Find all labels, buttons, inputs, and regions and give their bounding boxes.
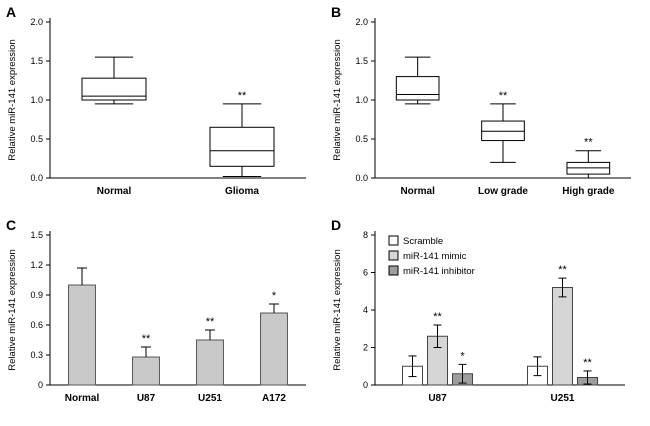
x-category-label: Low grade <box>478 186 528 197</box>
y-tick-label: 0 <box>363 380 368 390</box>
legend-swatch <box>388 235 399 246</box>
significance-annotation: ** <box>206 316 215 328</box>
panel-label-c: C <box>6 217 17 233</box>
x-category-label: U87 <box>137 393 156 404</box>
x-category-label: High grade <box>562 186 615 197</box>
legend-swatch <box>388 265 399 276</box>
y-axis-title: Relative miR-141 expression <box>7 249 18 370</box>
bar <box>68 284 96 386</box>
x-category-label: Normal <box>65 393 100 404</box>
y-tick-label: 2.0 <box>30 17 43 27</box>
legend-label: Scramble <box>403 236 443 247</box>
legend-label: miR-141 inhibitor <box>403 266 475 277</box>
panel-b: B 0.0 0.5 1.0 1.5 2.0 Relative miR-141 expres… <box>325 0 650 213</box>
bar-mir-141-mimic <box>552 287 573 386</box>
box <box>209 126 275 167</box>
x-category-label: U251 <box>198 393 222 404</box>
bar <box>132 356 160 386</box>
y-tick-label: 1.5 <box>30 56 43 66</box>
y-tick-label: 0.3 <box>30 350 43 360</box>
y-tick-label: 1.0 <box>355 95 368 105</box>
legend-swatch <box>388 250 399 261</box>
panel-label-a: A <box>6 4 17 20</box>
y-tick-label: 8 <box>363 230 368 240</box>
x-category-label: A172 <box>262 393 286 404</box>
y-tick-label: 0.9 <box>30 290 43 300</box>
x-category-label: Glioma <box>225 186 259 197</box>
significance-annotation: ** <box>433 311 442 323</box>
y-tick-label: 0.0 <box>30 173 43 183</box>
boxplot-grades: 0.0 0.5 1.0 1.5 2.0 Relative miR-141 expressi… <box>332 17 631 197</box>
box <box>395 76 440 101</box>
y-tick-label: 2 <box>363 343 368 353</box>
y-tick-label: 4 <box>363 305 368 315</box>
significance-annotation: ** <box>583 357 592 369</box>
panel-a: A 0.0 0.5 1.0 1.5 2.0 Relative miR-141 expres… <box>0 0 325 213</box>
legend-label: miR-141 mimic <box>403 251 467 262</box>
panel-c: C 0 0.3 0.6 0.9 1.2 1.5 Relative miR-141 expre… <box>0 213 325 426</box>
bar <box>196 339 224 386</box>
significance-annotation: ** <box>142 333 151 345</box>
y-tick-label: 6 <box>363 268 368 278</box>
x-category-label: U251 <box>551 393 575 404</box>
significance-annotation: ** <box>584 137 593 149</box>
y-axis-title: Relative miR-141 expression <box>7 39 18 160</box>
y-axis-title: Relative miR-141 expression <box>332 39 343 160</box>
y-tick-label: 1.5 <box>30 230 43 240</box>
y-tick-label: 0.5 <box>30 134 43 144</box>
grouped-barchart-transfection: 0 2 4 6 8 Relative miR-141 expression U87 U251 *… <box>332 230 625 404</box>
y-tick-label: 1.0 <box>30 95 43 105</box>
significance-annotation: ** <box>558 264 567 276</box>
y-axis-title: Relative miR-141 expression <box>332 249 343 370</box>
significance-annotation: * <box>460 350 465 362</box>
significance-annotation: ** <box>238 90 247 102</box>
y-tick-label: 1.2 <box>30 260 43 270</box>
box <box>81 77 147 101</box>
y-tick-label: 0.6 <box>30 320 43 330</box>
boxplot-normal-vs-glioma: 0.0 0.5 1.0 1.5 2.0 Relative miR-141 expressi… <box>7 17 306 197</box>
x-category-label: Normal <box>97 186 132 197</box>
y-tick-label: 0.0 <box>355 173 368 183</box>
x-category-label: Normal <box>400 186 435 197</box>
significance-annotation: * <box>272 290 277 302</box>
panel-label-b: B <box>331 4 342 20</box>
barchart-cell-lines: 0 0.3 0.6 0.9 1.2 1.5 Relative miR-141 express… <box>7 230 306 404</box>
y-tick-label: 0 <box>38 380 43 390</box>
y-tick-label: 2.0 <box>355 17 368 27</box>
panel-label-d: D <box>331 217 342 233</box>
panel-d: D 0 2 4 6 8 Relative miR-141 expression U87 U25… <box>325 213 650 426</box>
x-category-label: U87 <box>428 393 447 404</box>
significance-annotation: ** <box>499 90 508 102</box>
bar <box>260 312 288 386</box>
y-tick-label: 1.5 <box>355 56 368 66</box>
y-tick-label: 0.5 <box>355 134 368 144</box>
